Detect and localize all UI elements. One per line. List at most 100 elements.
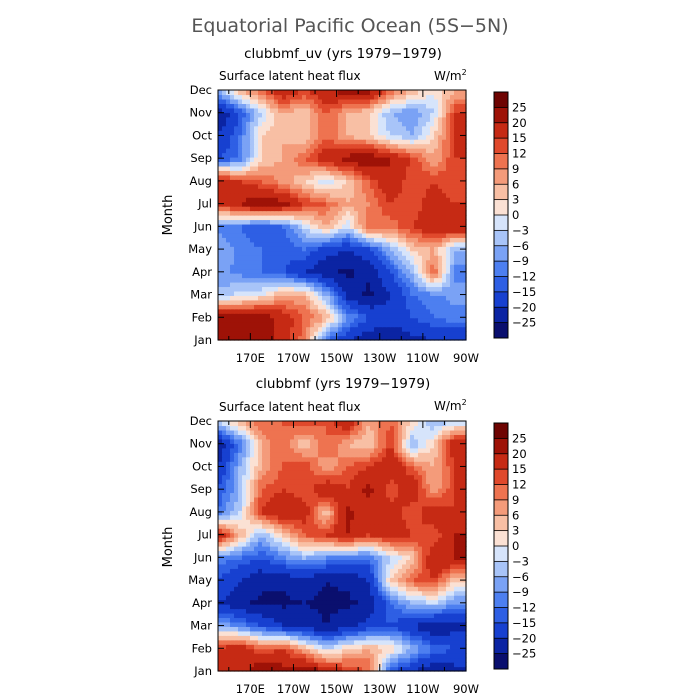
- heatmap-cell: [254, 179, 259, 185]
- heatmap-cell: [346, 326, 351, 332]
- heatmap-cell: [438, 237, 443, 243]
- heatmap-cell: [358, 586, 363, 592]
- heatmap-cell: [230, 644, 235, 650]
- heatmap-cell: [238, 568, 243, 574]
- heatmap-cell: [358, 581, 363, 587]
- heatmap-cell: [394, 322, 399, 328]
- heatmap-cell: [322, 644, 327, 650]
- heatmap-cell: [362, 139, 367, 145]
- heatmap-cell: [426, 255, 431, 261]
- heatmap-cell: [314, 568, 319, 574]
- heatmap-cell: [226, 604, 231, 610]
- heatmap-cell: [282, 617, 287, 623]
- heatmap-cell: [250, 626, 255, 632]
- heatmap-cell: [282, 299, 287, 305]
- heatmap-cell: [274, 295, 279, 301]
- heatmap-cell: [238, 286, 243, 292]
- heatmap-cell: [442, 608, 447, 614]
- heatmap-cell: [218, 273, 223, 279]
- heatmap-cell: [426, 94, 431, 100]
- heatmap-cell: [286, 125, 291, 131]
- heatmap-cell: [306, 608, 311, 614]
- heatmap-cell: [426, 295, 431, 301]
- heatmap-cell: [326, 657, 331, 663]
- heatmap-cell: [438, 657, 443, 663]
- heatmap-cell: [390, 290, 395, 296]
- heatmap-cell: [294, 103, 299, 109]
- heatmap-cell: [370, 192, 375, 198]
- heatmap-cell: [234, 170, 239, 176]
- heatmap-cell: [306, 201, 311, 207]
- heatmap-cell: [290, 295, 295, 301]
- heatmap-cell: [434, 608, 439, 614]
- heatmap-cell: [334, 264, 339, 270]
- heatmap-cell: [418, 201, 423, 207]
- heatmap-cell: [230, 304, 235, 310]
- heatmap-cell: [394, 317, 399, 323]
- heatmap-cell: [402, 577, 407, 583]
- heatmap-cell: [326, 608, 331, 614]
- heatmap-cell: [446, 308, 451, 314]
- heatmap-cell: [458, 317, 463, 323]
- heatmap-cell: [334, 648, 339, 654]
- heatmap-cell: [430, 170, 435, 176]
- heatmap-cell: [350, 577, 355, 583]
- heatmap-cell: [418, 219, 423, 225]
- heatmap-cell: [226, 116, 231, 122]
- heatmap-cell: [362, 246, 367, 252]
- heatmap-cell: [442, 192, 447, 198]
- heatmap-cell: [434, 174, 439, 180]
- heatmap-cell: [450, 657, 455, 663]
- heatmap-cell: [366, 286, 371, 292]
- heatmap-cell: [278, 644, 283, 650]
- heatmap-cell: [454, 290, 459, 296]
- heatmap-cell: [394, 250, 399, 256]
- heatmap-cell: [350, 107, 355, 113]
- heatmap-cell: [410, 595, 415, 601]
- heatmap-cell: [254, 299, 259, 305]
- heatmap-cell: [226, 595, 231, 601]
- heatmap-cell: [230, 223, 235, 229]
- heatmap-cell: [222, 612, 227, 619]
- heatmap-cell: [430, 143, 435, 149]
- heatmap-cell: [274, 259, 279, 265]
- heatmap-cell: [378, 644, 383, 650]
- heatmap-cell: [318, 197, 323, 203]
- heatmap-cell: [310, 612, 315, 619]
- heatmap-cell: [226, 139, 231, 145]
- heatmap-cell: [222, 568, 227, 574]
- heatmap-cell: [350, 586, 355, 592]
- heatmap-cell: [378, 90, 383, 96]
- heatmap-cell: [222, 586, 227, 592]
- heatmap-cell: [298, 179, 303, 185]
- heatmap-cell: [378, 335, 383, 341]
- heatmap-cell: [446, 103, 451, 109]
- heatmap-cell: [398, 273, 403, 279]
- heatmap-cell: [454, 179, 459, 185]
- heatmap-cell: [418, 644, 423, 650]
- heatmap-cell: [366, 653, 371, 659]
- heatmap-cell: [270, 130, 275, 136]
- heatmap-cell: [394, 268, 399, 274]
- heatmap-cell: [462, 98, 467, 104]
- heatmap-cell: [366, 648, 371, 654]
- heatmap-cell: [434, 223, 439, 229]
- heatmap-cell: [282, 317, 287, 323]
- heatmap-cell: [282, 165, 287, 171]
- heatmap-cell: [334, 107, 339, 113]
- heatmap-cell: [438, 290, 443, 296]
- heatmap-cell: [382, 121, 387, 127]
- heatmap-cell: [450, 273, 455, 279]
- heatmap-cell: [458, 90, 463, 96]
- heatmap-cell: [418, 223, 423, 229]
- heatmap-cell: [318, 281, 323, 288]
- heatmap-cell: [258, 94, 263, 100]
- heatmap-cell: [442, 174, 447, 180]
- heatmap-cell: [390, 206, 395, 212]
- heatmap-cell: [258, 156, 263, 163]
- heatmap-cell: [462, 586, 467, 592]
- heatmap-cell: [306, 590, 311, 596]
- heatmap-cell: [342, 331, 347, 337]
- heatmap-cell: [342, 139, 347, 145]
- heatmap-cell: [294, 586, 299, 592]
